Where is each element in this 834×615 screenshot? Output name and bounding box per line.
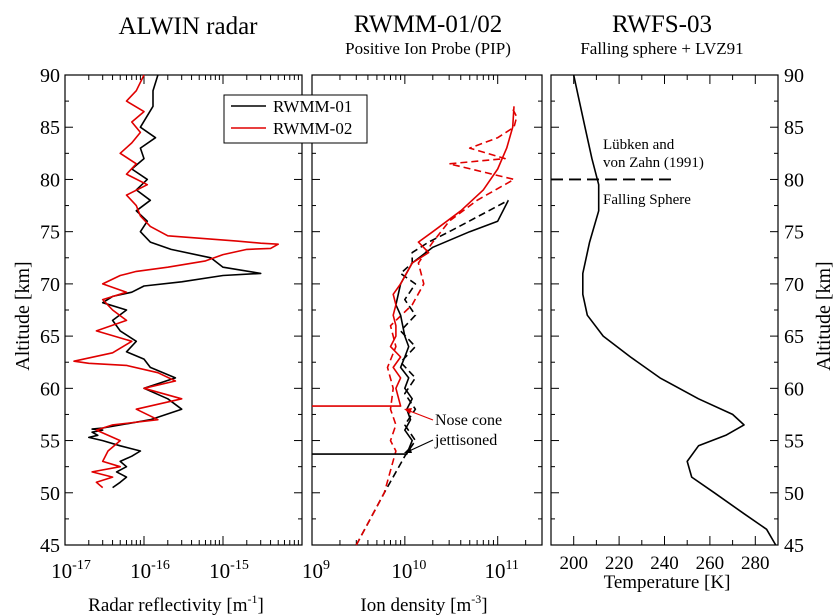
ytick-label-left: 55 [40,431,60,453]
ytick-label-right: 90 [784,65,804,87]
left-xlabel: Radar reflectivity [m-1] [88,592,264,615]
mid-xlabel-end: ] [481,595,487,615]
ytick-label-right: 65 [784,326,804,348]
ytick-label-right: 75 [784,222,804,244]
ytick-label-left: 45 [40,535,60,557]
xtick-label-right: 200 [559,553,588,574]
nose-cone-arrowhead-black [404,447,412,453]
mid-xlabel: Ion density [m-3] [360,592,487,615]
nose-cone-arrowhead-red [404,408,412,414]
right-xlabel: Temperature [K] [604,572,731,593]
ytick-label-right: 60 [784,378,804,400]
ytick-label-left: 70 [40,274,60,296]
right-subtitle: Falling sphere + LVZ91 [580,39,743,58]
series-temperature [572,74,777,546]
mid-xlabel-text: Ion density [m [360,595,471,615]
nose-cone-label-1: Nose cone [435,412,502,429]
lvz91-label-2: von Zahn (1991) [603,155,704,171]
left-xlabel-text: Radar reflectivity [m [88,595,248,615]
legend: RWMM-01 RWMM-02 [223,94,368,144]
ytick-label-left: 60 [40,378,60,400]
nose-cone-label-2: jettisoned [434,432,497,449]
legend-label-rwmm01: RWMM-01 [273,97,352,116]
series-alwin-rwmm01 [88,74,262,489]
left-xlabel-end: ] [258,595,264,615]
xtick-label-right: 220 [605,553,634,574]
series-pip-rwmm02-solid [312,106,515,407]
xtick-label-mid: 109 [302,558,330,583]
xtick-label-mid: 1011 [484,558,518,583]
xtick-label-left: 10-15 [209,558,249,583]
left-title: ALWIN radar [118,13,258,40]
ytick-label-left: 65 [40,326,60,348]
ytick-label-right: 85 [784,117,804,139]
nose-cone-arrow-black [406,439,434,453]
ytick-label-right: 70 [784,274,804,296]
xtick-label-right: 280 [741,553,770,574]
mid-xlabel-sup: -3 [471,592,481,606]
left-xlabel-sup: -1 [248,592,258,606]
xtick-label-right: 260 [696,553,725,574]
falling-sphere-label: Falling Sphere [603,192,691,208]
nose-cone-arrow-red [406,409,434,421]
mid-subtitle: Positive Ion Probe (PIP) [345,39,511,58]
left-ylabel: Altitude [km] [12,261,34,370]
ytick-label-left: 90 [40,65,60,87]
xtick-label-mid: 1010 [391,558,426,583]
series-pip-rwmm01-dashed [355,199,509,546]
ytick-label-left: 85 [40,117,60,139]
series-pip-rwmm02-dashed [355,105,518,546]
legend-label-rwmm02: RWMM-02 [273,119,352,138]
right-title: RWFS-03 [612,11,712,38]
ytick-label-right: 50 [784,483,804,505]
series-pip-rwmm01-solid [312,199,510,455]
ytick-label-right: 45 [784,535,804,557]
xtick-label-right: 240 [650,553,679,574]
xtick-label-left: 10-17 [51,558,91,583]
series-alwin-rwmm02 [73,74,280,489]
ytick-label-right: 55 [784,431,804,453]
ytick-label-right: 80 [784,169,804,191]
ytick-label-left: 80 [40,169,60,191]
ytick-label-left: 50 [40,483,60,505]
ytick-label-left: 75 [40,222,60,244]
xtick-label-left: 10-16 [130,558,170,583]
plot-area: 45 45 50 50 55 55 60 60 65 65 70 70 75 75 80 80 85 85 90 90… [40,65,804,583]
right-ylabel: Altitude [km] [813,261,834,370]
lvz91-label-1: Lübken and [603,137,675,153]
legend-box [223,94,368,144]
mid-title: RWMM-01/02 [354,11,503,38]
